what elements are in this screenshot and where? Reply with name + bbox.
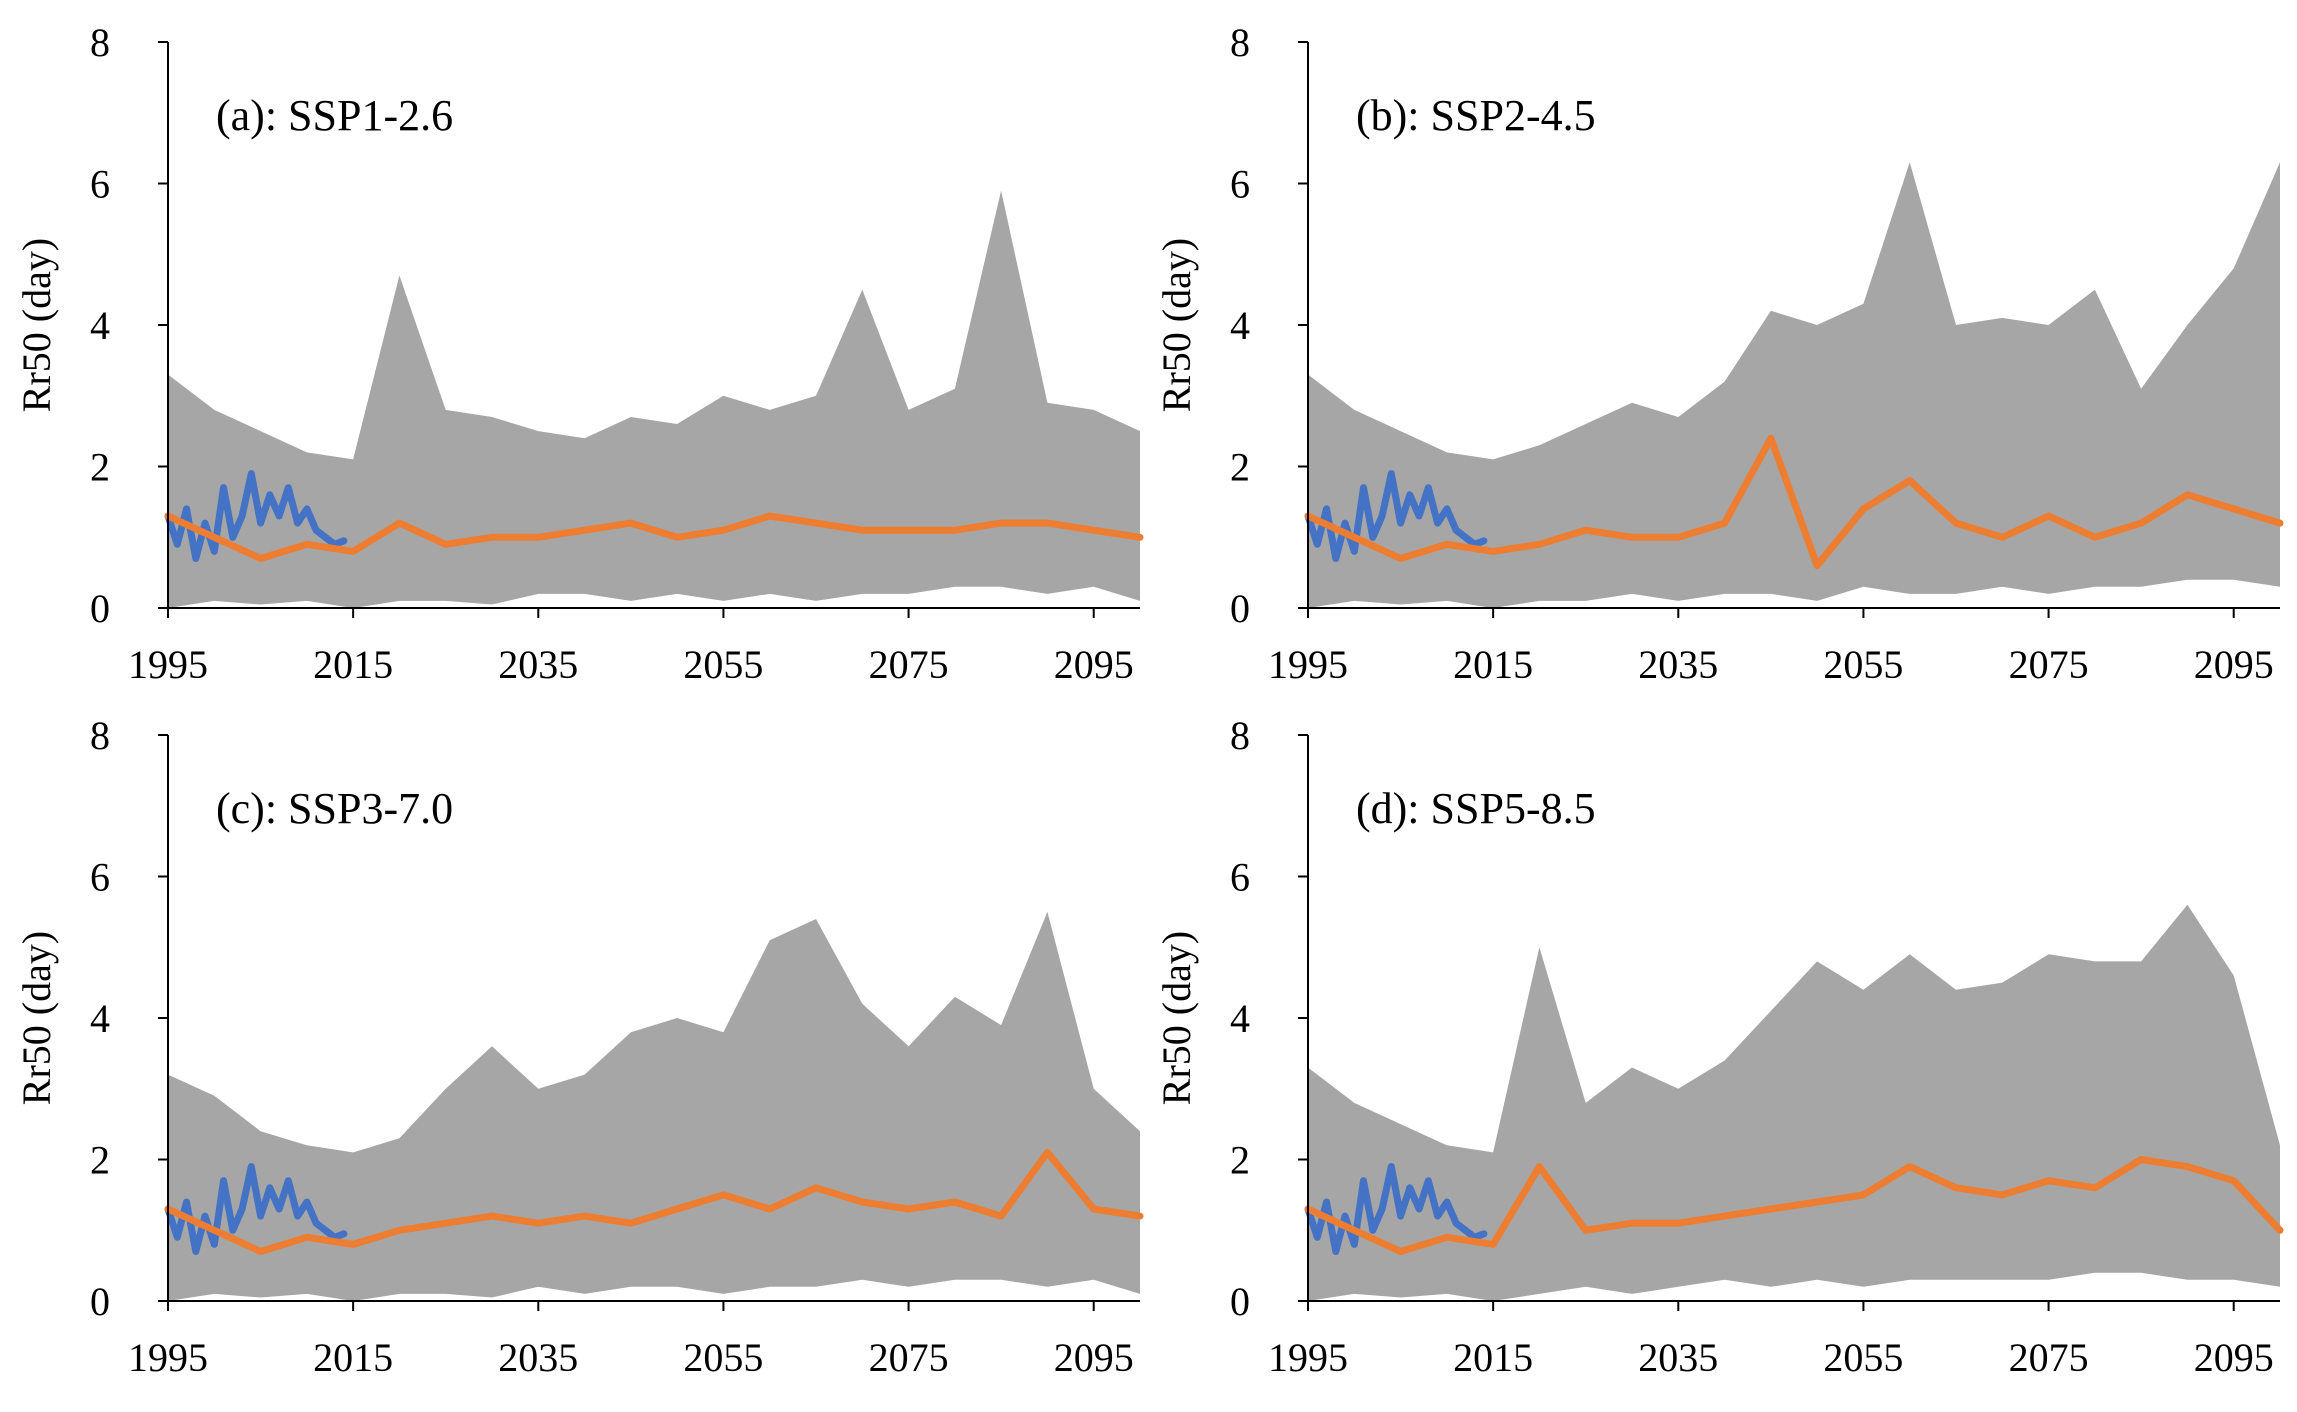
x-tick-label: 1995 [1268,642,1348,687]
y-tick-label: 4 [90,303,110,348]
y-axis-title: Rr50 (day) [1154,238,1199,412]
y-tick-label: 0 [1230,1279,1250,1324]
panel-3: 0 2 4 6 8 1995 2015 2035 2055 2075 2095 Rr50 (day) (… [1154,713,2284,1380]
x-tick-label: 2095 [2194,642,2274,687]
x-tick-label: 2075 [869,1335,949,1380]
x-tick-label: 2035 [1638,642,1718,687]
line-ensemble-median [1304,434,2284,569]
line-observed [164,470,348,562]
y-tick-label: 8 [1230,713,1250,758]
band-ensemble-range [168,190,1140,608]
x-tick-label: 2035 [498,642,578,687]
x-tick-label: 1995 [128,1335,208,1380]
x-tick-label: 2015 [1453,1335,1533,1380]
y-tick-label: 6 [90,162,110,207]
band-ensemble-range [1308,162,2280,609]
y-tick-label: 2 [90,445,110,490]
y-tick-label: 2 [1230,445,1250,490]
y-tick-label: 8 [1230,20,1250,65]
x-tick-label: 2035 [1638,1335,1718,1380]
x-tick-label: 2055 [1823,1335,1903,1380]
line-ensemble-median [164,512,1144,562]
x-tick-label: 2015 [313,642,393,687]
y-tick-label: 2 [90,1138,110,1183]
line-ensemble-median [164,1148,1144,1255]
line-ensemble-median [1304,1156,2284,1255]
y-axis-title: Rr50 (day) [14,931,59,1105]
x-tick-label: 1995 [128,642,208,687]
y-tick-label: 6 [1230,162,1250,207]
y-axis-title: Rr50 (day) [1154,931,1199,1105]
x-tick-label: 2095 [1054,1335,1134,1380]
x-tick-label: 2055 [683,1335,763,1380]
y-tick-label: 8 [90,20,110,65]
panel-title: (d): SSP5-8.5 [1356,784,1596,833]
y-tick-label: 4 [90,996,110,1041]
x-tick-label: 2015 [1453,642,1533,687]
x-tick-label: 2075 [869,642,949,687]
x-tick-label: 1995 [1268,1335,1348,1380]
x-tick-label: 2055 [1823,642,1903,687]
x-tick-label: 2035 [498,1335,578,1380]
y-tick-label: 4 [1230,303,1250,348]
x-tick-label: 2075 [2009,642,2089,687]
panel-2: 0 2 4 6 8 1995 2015 2035 2055 2075 2095 Rr50 (day) (… [14,713,1144,1380]
y-tick-label: 4 [1230,996,1250,1041]
y-tick-label: 0 [1230,586,1250,631]
panel-title: (c): SSP3-7.0 [216,784,453,833]
y-tick-label: 2 [1230,1138,1250,1183]
band-ensemble-range [1308,904,2280,1301]
panel-1: 0 2 4 6 8 1995 2015 2035 2055 2075 2095 Rr50 (day) (… [1154,20,2284,687]
panel-title: (b): SSP2-4.5 [1356,91,1596,140]
line-observed [1304,470,1488,562]
panel-title: (a): SSP1-2.6 [216,91,453,140]
y-axis-title: Rr50 (day) [14,238,59,412]
y-tick-label: 0 [90,1279,110,1324]
line-observed [1304,1163,1488,1255]
x-tick-label: 2095 [1054,642,1134,687]
line-observed [164,1163,348,1255]
y-tick-label: 6 [90,855,110,900]
x-tick-label: 2015 [313,1335,393,1380]
band-ensemble-range [168,911,1140,1301]
y-tick-label: 0 [90,586,110,631]
y-tick-label: 6 [1230,855,1250,900]
x-tick-label: 2075 [2009,1335,2089,1380]
x-tick-label: 2095 [2194,1335,2274,1380]
x-tick-label: 2055 [683,642,763,687]
y-tick-label: 8 [90,713,110,758]
panel-0: 0 2 4 6 8 1995 2015 2035 2055 2075 2095 Rr50 (day) (… [14,20,1144,687]
